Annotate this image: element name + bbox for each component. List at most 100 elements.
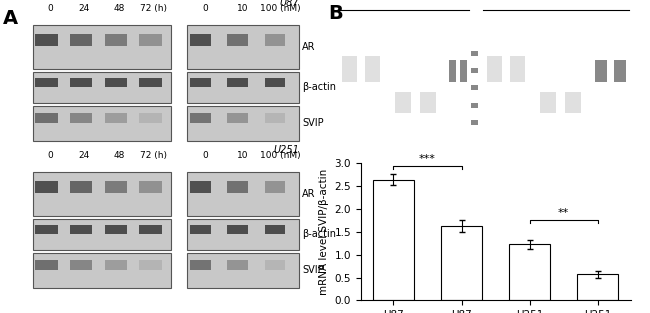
Bar	[577, 274, 618, 300]
Bar	[227, 225, 248, 234]
Bar	[488, 56, 502, 82]
Bar	[187, 253, 299, 288]
Bar	[105, 260, 127, 270]
Bar	[187, 106, 299, 141]
Text: ***: ***	[419, 154, 436, 164]
Text: M: M	[470, 27, 478, 37]
Bar	[595, 60, 607, 82]
Bar	[139, 113, 162, 123]
Bar	[139, 181, 162, 193]
Bar	[139, 78, 162, 87]
Bar	[105, 113, 127, 123]
Bar	[105, 225, 127, 234]
Text: 72 (h): 72 (h)	[140, 3, 167, 13]
Bar	[190, 113, 211, 123]
Text: SVIP: SVIP	[495, 17, 516, 27]
Bar	[190, 225, 211, 234]
Text: SVIP: SVIP	[302, 265, 324, 275]
Bar	[70, 225, 92, 234]
Text: act: act	[408, 17, 422, 27]
Bar	[139, 34, 162, 46]
Text: -: -	[370, 33, 374, 43]
Bar	[32, 106, 171, 141]
Bar	[265, 181, 285, 193]
Bar	[373, 180, 414, 300]
Bar	[265, 113, 285, 123]
Text: +: +	[448, 33, 456, 43]
Bar	[35, 78, 58, 87]
Bar	[471, 103, 478, 108]
Bar	[565, 92, 581, 113]
Text: -: -	[618, 33, 621, 43]
Bar	[471, 68, 478, 73]
Text: -: -	[462, 33, 465, 43]
Bar	[32, 72, 171, 103]
Bar	[265, 78, 285, 87]
Bar	[614, 60, 627, 82]
Bar	[139, 260, 162, 270]
Text: +: +	[398, 33, 406, 43]
Bar	[190, 34, 211, 46]
Text: 24: 24	[79, 151, 90, 160]
Text: +: +	[490, 33, 498, 43]
Text: -: -	[426, 33, 429, 43]
Text: R1881: R1881	[632, 40, 650, 49]
Bar	[190, 181, 211, 193]
Bar	[139, 225, 162, 234]
Bar	[190, 260, 211, 270]
Bar	[227, 78, 248, 87]
Bar	[365, 56, 380, 82]
Bar	[395, 92, 411, 113]
Text: AR: AR	[302, 42, 316, 52]
Text: 0: 0	[47, 151, 53, 160]
Text: B: B	[328, 4, 343, 23]
Bar	[227, 260, 248, 270]
Bar	[420, 92, 436, 113]
Bar	[441, 226, 482, 300]
Bar	[32, 25, 171, 69]
Bar	[187, 72, 299, 103]
Text: 0: 0	[203, 151, 209, 160]
Text: U251: U251	[273, 145, 299, 155]
Bar	[227, 34, 248, 46]
Text: U87: U87	[280, 0, 299, 8]
Text: -: -	[515, 33, 519, 43]
Text: +: +	[597, 33, 605, 43]
Bar	[460, 60, 467, 82]
Text: 24: 24	[79, 3, 90, 13]
Bar	[70, 113, 92, 123]
Text: 10: 10	[237, 151, 249, 160]
Bar	[105, 78, 127, 87]
Bar	[187, 172, 299, 216]
Y-axis label: mRNA level SVIP/β-actin: mRNA level SVIP/β-actin	[319, 168, 329, 295]
Bar	[32, 172, 171, 216]
Bar	[35, 181, 58, 193]
Text: β-actin: β-actin	[302, 82, 336, 92]
Bar	[70, 78, 92, 87]
Text: 0: 0	[203, 3, 209, 13]
Bar	[70, 34, 92, 46]
Bar	[448, 60, 456, 82]
Bar	[509, 244, 550, 300]
Bar	[265, 260, 285, 270]
Bar	[265, 225, 285, 234]
Bar	[105, 34, 127, 46]
Text: 100 (nM): 100 (nM)	[260, 151, 301, 160]
Text: A: A	[3, 9, 18, 28]
Bar	[32, 219, 171, 250]
Text: 100 (nM): 100 (nM)	[260, 3, 301, 13]
Bar	[35, 113, 58, 123]
Text: AR: AR	[604, 17, 617, 27]
Bar	[70, 260, 92, 270]
Text: act: act	[552, 17, 567, 27]
Bar	[190, 78, 211, 87]
Text: SVIP: SVIP	[350, 17, 371, 27]
Bar	[32, 253, 171, 288]
Bar	[35, 260, 58, 270]
Bar	[105, 181, 127, 193]
Text: -: -	[571, 33, 575, 43]
Bar	[35, 34, 58, 46]
Bar	[471, 85, 478, 90]
Bar	[343, 56, 357, 82]
Text: 48: 48	[114, 3, 125, 13]
